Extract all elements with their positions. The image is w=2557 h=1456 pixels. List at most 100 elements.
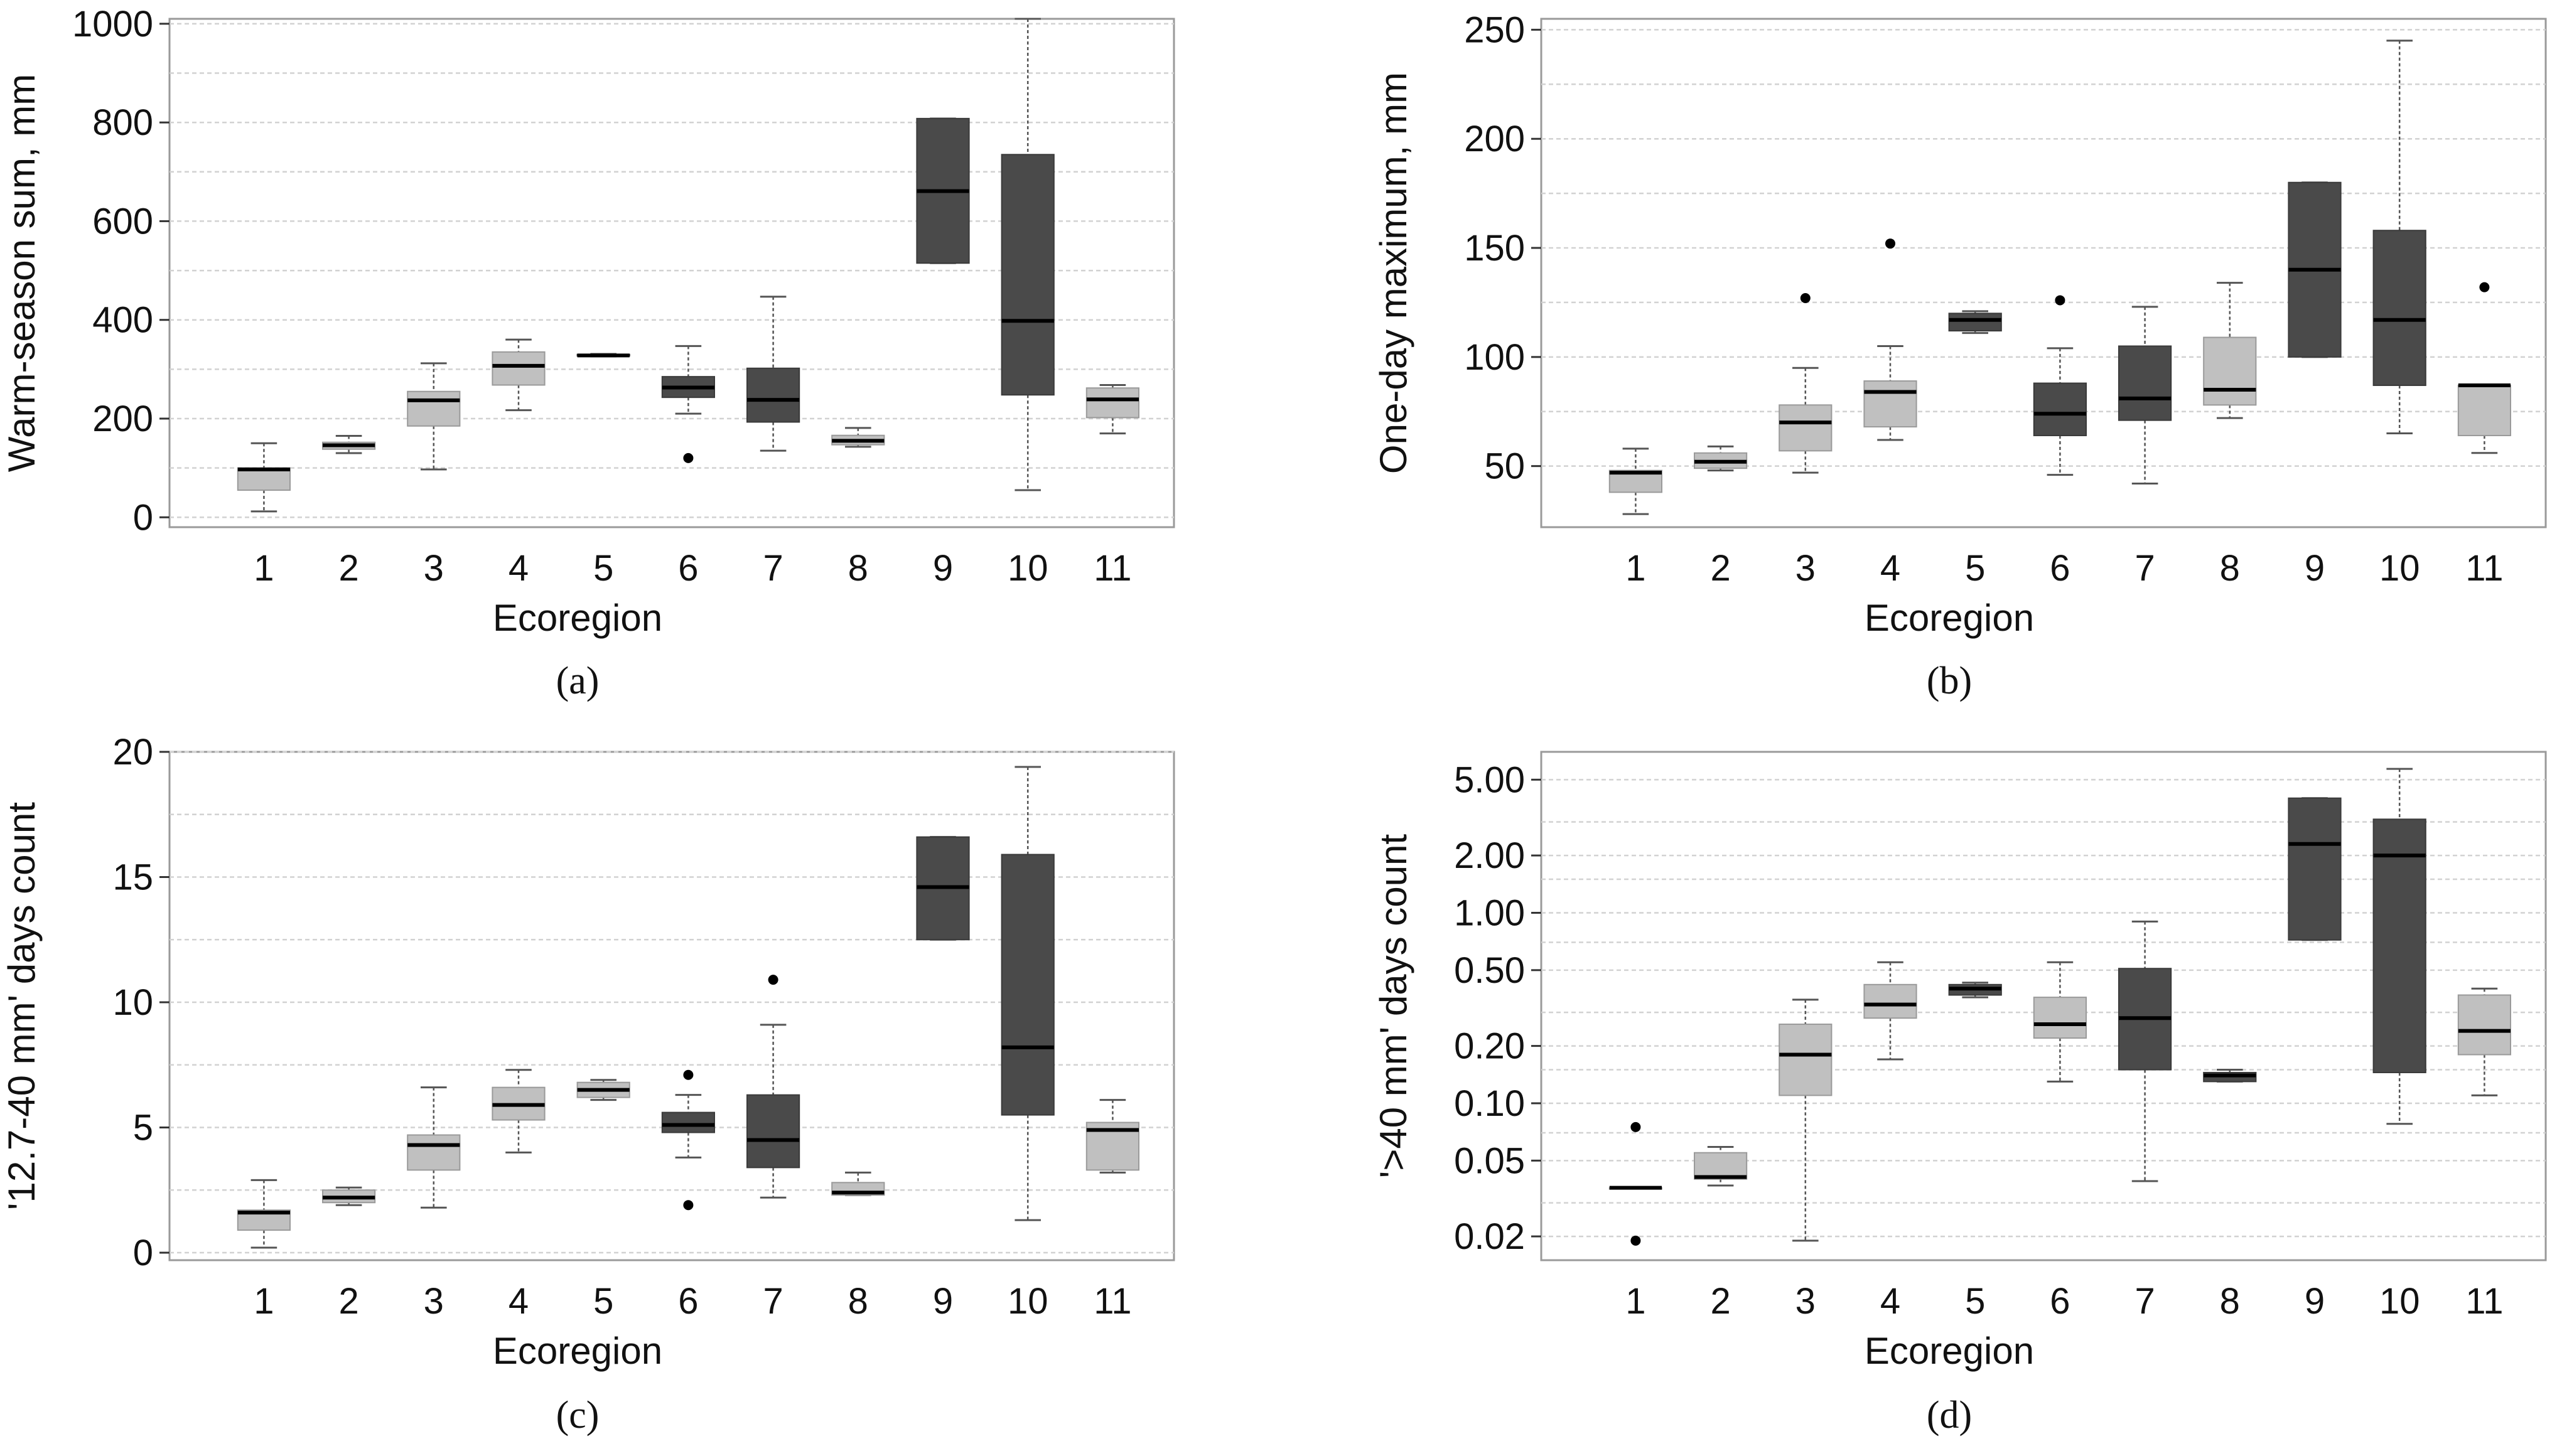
box-ecoregion-4: [492, 338, 546, 412]
y-tick-label: 5: [133, 1108, 153, 1148]
x-tick-label: 2: [1710, 1281, 1730, 1322]
outlier-point: [2479, 282, 2490, 292]
box-ecoregion-3: [1779, 998, 1833, 1242]
x-tick-label: 4: [509, 548, 529, 589]
x-tick-label: 6: [2050, 1281, 2070, 1322]
x-tick-label: 8: [2220, 548, 2240, 589]
outlier-point: [768, 975, 778, 985]
x-tick-label: 10: [2379, 1281, 2420, 1322]
box-iqr: [237, 467, 291, 491]
x-tick-label: 9: [2305, 548, 2325, 589]
box-ecoregion-9: [2288, 181, 2342, 358]
box-ecoregion-11: [1085, 384, 1140, 435]
y-tick-label: 0.05: [1454, 1140, 1525, 1181]
box-ecoregion-3: [407, 362, 461, 471]
box-ecoregion-11: [2457, 987, 2512, 1096]
x-tick-label: 7: [763, 1281, 783, 1322]
boxes-d: [1608, 768, 2512, 1246]
x-tick-label: 8: [2220, 1281, 2240, 1322]
x-tick-label: 3: [424, 1281, 444, 1322]
x-axis-label-c: Ecoregion: [493, 1330, 662, 1372]
x-axis-label-d: Ecoregion: [1865, 1330, 2034, 1372]
y-tick-label: 20: [112, 732, 153, 773]
box-ecoregion-8: [2203, 1069, 2257, 1083]
box-ecoregion-2: [322, 435, 376, 454]
x-tick-label: 8: [848, 548, 868, 589]
x-tick-label: 11: [2465, 1281, 2503, 1322]
y-ticks-b: 50 100 150 200 250: [1464, 9, 1541, 487]
x-tick-label: 2: [1710, 548, 1730, 589]
outlier-point: [683, 1200, 694, 1211]
box-ecoregion-4: [1863, 238, 1917, 441]
box-iqr: [1779, 404, 1833, 452]
box-iqr: [1085, 387, 1140, 419]
y-tick-label: 600: [92, 201, 153, 242]
x-tick-label: 5: [1965, 548, 1985, 589]
y-ticks-c: 0 5 10 15 20: [112, 732, 170, 1273]
box-ecoregion-5: [576, 353, 630, 358]
y-tick-label: 0: [133, 1233, 153, 1273]
box-iqr: [746, 367, 800, 423]
box-ecoregion-4: [1863, 961, 1917, 1061]
caption-c: (c): [556, 1394, 600, 1437]
y-tick-label: 200: [1464, 119, 1525, 159]
y-tick-label: 100: [1464, 337, 1525, 378]
box-ecoregion-6: [2033, 295, 2087, 476]
y-tick-label: 0: [133, 497, 153, 538]
box-ecoregion-5: [1948, 982, 2002, 998]
box-iqr: [1863, 983, 1917, 1019]
box-ecoregion-9: [2288, 797, 2342, 941]
x-tick-label: 7: [2134, 548, 2155, 589]
x-tick-label: 10: [1008, 548, 1048, 589]
box-ecoregion-8: [2203, 282, 2257, 419]
outlier-point: [1885, 238, 1895, 249]
x-tick-label: 3: [424, 548, 444, 589]
y-tick-label: 800: [92, 102, 153, 143]
box-ecoregion-10: [2372, 768, 2426, 1125]
y-tick-label: 0.50: [1454, 950, 1525, 991]
box-ecoregion-9: [916, 117, 970, 264]
box-iqr: [1863, 380, 1917, 428]
panel-a: 0 200 400 600 800 1000 1 2 3 4 5 6 7 8 9 10 11 Warm-sea…: [1, 4, 1175, 702]
y-tick-label: 10: [112, 982, 153, 1023]
box-ecoregion-2: [322, 1186, 376, 1206]
box-ecoregion-9: [916, 836, 970, 941]
box-iqr: [1001, 854, 1055, 1116]
y-tick-label: 0.20: [1454, 1026, 1525, 1067]
x-tick-label: 4: [1880, 548, 1900, 589]
box-ecoregion-5: [1948, 310, 2002, 335]
x-axis-label-b: Ecoregion: [1865, 597, 2034, 639]
y-ticks-a: 0 200 400 600 800 1000: [72, 4, 170, 538]
y-tick-label: 250: [1464, 9, 1525, 50]
box-iqr: [1694, 1152, 1748, 1180]
x-tick-label: 5: [593, 1281, 613, 1322]
x-tick-label: 2: [338, 1281, 358, 1322]
x-ticks-a: 1 2 3 4 5 6 7 8 9 10 11: [254, 548, 1131, 589]
box-ecoregion-10: [1001, 766, 1055, 1221]
box-ecoregion-7: [746, 975, 800, 1199]
panel-b: 50 100 150 200 250 1 2 3 4 5 6 7 8 9 10 11 One-day max…: [1372, 9, 2547, 702]
box-ecoregion-8: [831, 1171, 885, 1196]
box-iqr: [1001, 154, 1055, 396]
box-ecoregion-4: [492, 1069, 546, 1154]
box-ecoregion-6: [2033, 961, 2087, 1083]
box-ecoregion-2: [1694, 445, 1748, 472]
y-tick-label: 1.00: [1454, 892, 1525, 933]
x-tick-label: 4: [509, 1281, 529, 1322]
y-tick-label: 50: [1484, 446, 1525, 487]
outlier-point: [683, 452, 694, 463]
y-tick-label: 400: [92, 300, 153, 341]
box-ecoregion-10: [1001, 18, 1055, 491]
box-ecoregion-11: [2457, 282, 2512, 454]
x-tick-label: 9: [933, 1281, 953, 1322]
x-tick-label: 8: [848, 1281, 868, 1322]
panel-c: 0 5 10 15 20 1 2 3 4 5 6 7 8 9 10 11 '12.7-40 mm' days…: [1, 732, 1175, 1437]
x-tick-label: 1: [1625, 548, 1645, 589]
panel-d: 0.02 0.05 0.10 0.20 0.50 1.00 2.00 5.00 1 2 3 4 5 6 7…: [1372, 751, 2547, 1437]
x-tick-label: 11: [1094, 548, 1131, 589]
box-iqr: [661, 1111, 716, 1133]
x-tick-label: 4: [1880, 1281, 1900, 1322]
x-tick-label: 9: [2305, 1281, 2325, 1322]
box-ecoregion-1: [237, 1179, 291, 1249]
